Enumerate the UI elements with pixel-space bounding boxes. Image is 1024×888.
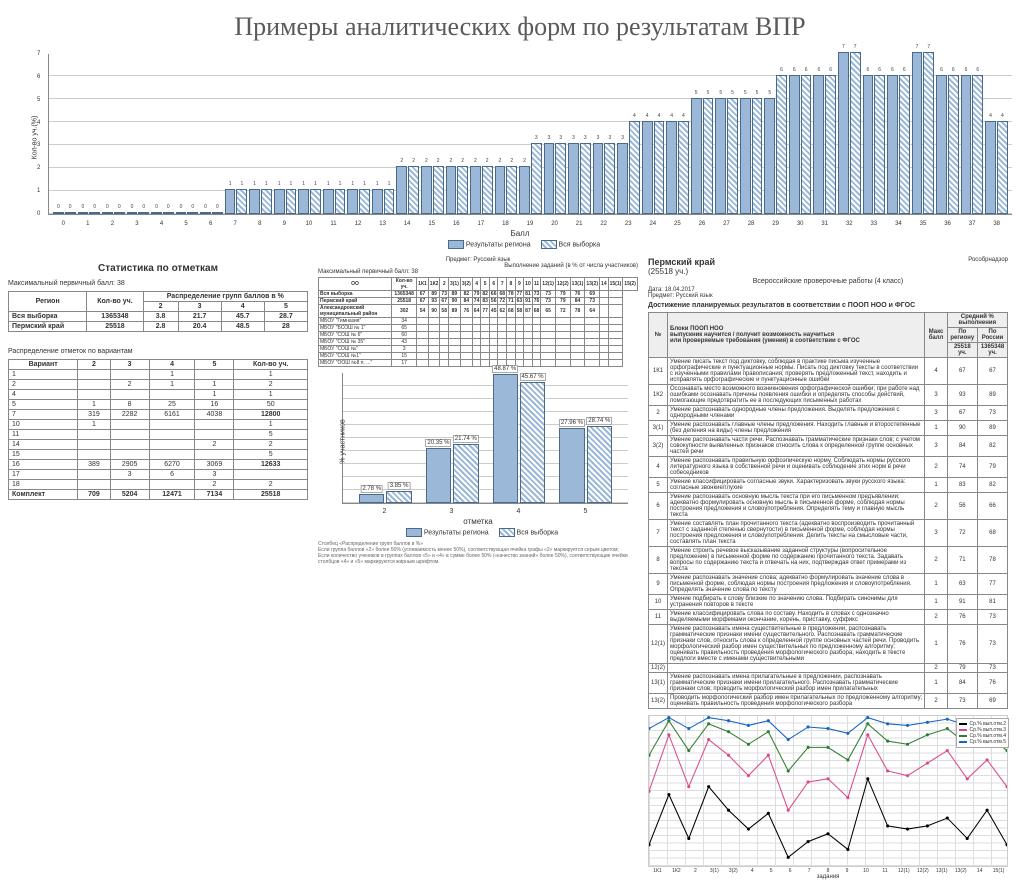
score-distribution-chart: Кол-во уч.(%) 00000000000000111111111111… (48, 54, 1012, 215)
achievements-table: №Блоки ПООП НОО выпускник научится / пол… (648, 312, 1008, 709)
mid-chart-legend: Результаты региона Вся выборка (318, 528, 638, 537)
variants-table: Вариант2345Кол-во уч. 111221124115182516… (8, 359, 308, 500)
marks-chart: 2.78 %3.85 %20.35 %21.74 %48.87 %45.67 %… (342, 373, 628, 504)
middle-column: Предмет: Русский язык Выполнение заданий… (318, 257, 638, 565)
tasks-line-chart: Ср.% вып.отм.2Ср.% вып.отм.3Ср.% вып.отм… (648, 715, 1008, 867)
tasks-table: ООКол-во уч.1К11К223(1)3(2)456789101112(… (318, 277, 638, 367)
page-title: Примеры аналитических форм по результата… (8, 12, 1024, 42)
left-column: Статистика по отметкам Максимальный перв… (8, 257, 308, 500)
top-chart-legend: Результаты региона Вся выборка (8, 240, 1024, 249)
stats-table: РегионКол-во уч.Распределение групп балл… (8, 291, 308, 332)
right-column: Пермский край(25518 уч.) Рособрнадзор Вс… (648, 257, 1008, 880)
